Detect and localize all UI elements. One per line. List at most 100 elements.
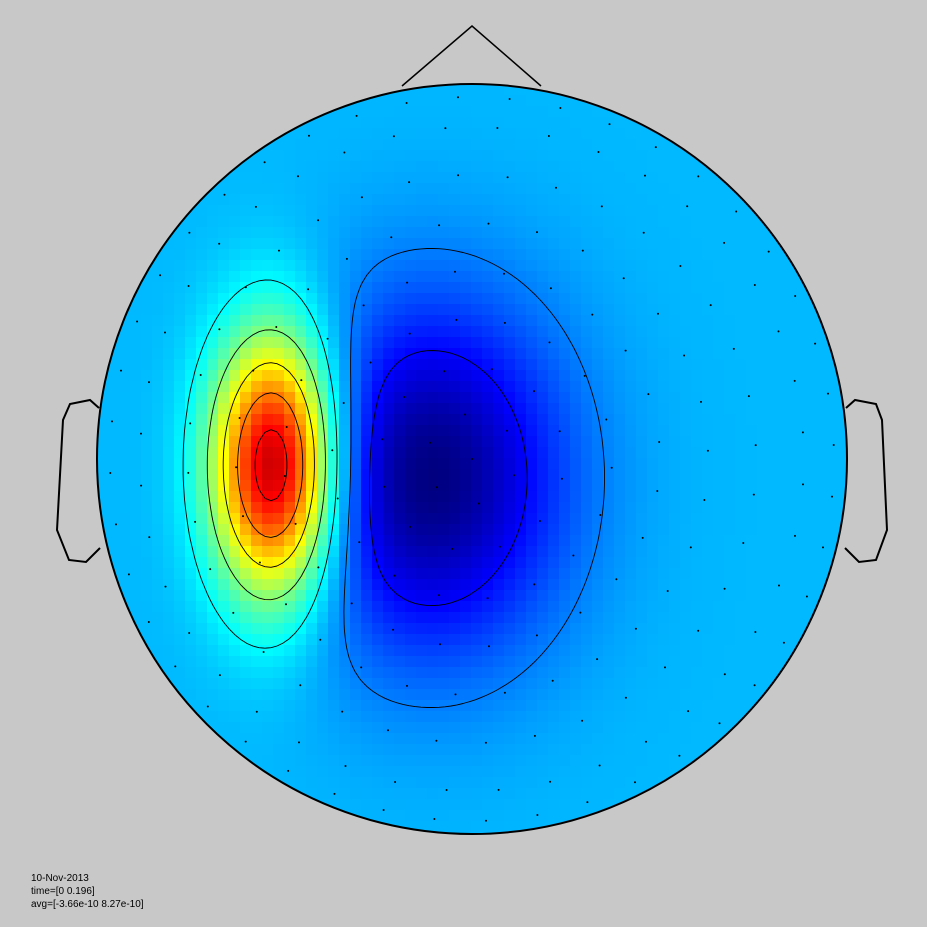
field-cell xyxy=(515,799,527,811)
sensor-marker xyxy=(732,347,735,350)
field-cell xyxy=(427,832,439,834)
field-cell xyxy=(625,293,637,305)
field-cell xyxy=(757,491,769,503)
field-cell xyxy=(449,535,461,547)
field-cell xyxy=(460,447,472,459)
field-cell xyxy=(163,667,175,679)
field-cell xyxy=(196,381,208,393)
field-cell xyxy=(559,139,571,151)
field-cell xyxy=(251,535,263,547)
field-cell xyxy=(185,392,197,404)
field-cell xyxy=(405,425,417,437)
field-cell xyxy=(251,414,263,426)
field-cell xyxy=(361,590,373,602)
field-cell xyxy=(108,458,120,470)
field-cell xyxy=(394,183,406,195)
field-cell xyxy=(636,700,648,712)
field-cell xyxy=(405,535,417,547)
field-cell xyxy=(460,238,472,250)
field-cell xyxy=(163,557,175,569)
field-cell xyxy=(438,579,450,591)
field-cell xyxy=(350,689,362,701)
field-cell xyxy=(196,557,208,569)
sensor-marker xyxy=(287,769,290,772)
field-cell xyxy=(295,425,307,437)
field-cell xyxy=(603,260,615,272)
field-cell xyxy=(383,414,395,426)
field-cell xyxy=(834,337,846,349)
field-cell xyxy=(339,216,351,228)
field-cell xyxy=(537,238,549,250)
field-cell xyxy=(702,183,714,195)
field-cell xyxy=(812,392,824,404)
field-cell xyxy=(108,590,120,602)
field-cell xyxy=(306,447,318,459)
field-cell xyxy=(504,216,516,228)
field-cell xyxy=(647,128,659,140)
field-cell xyxy=(427,722,439,734)
field-cell xyxy=(713,194,725,206)
field-cell xyxy=(713,359,725,371)
field-cell xyxy=(614,513,626,525)
field-cell xyxy=(570,348,582,360)
field-cell xyxy=(317,238,329,250)
field-cell xyxy=(361,535,373,547)
field-cell xyxy=(548,788,560,800)
field-cell xyxy=(570,161,582,173)
field-cell xyxy=(273,348,285,360)
field-cell xyxy=(350,656,362,668)
field-cell xyxy=(295,733,307,745)
field-cell xyxy=(680,249,692,261)
field-cell xyxy=(790,612,802,624)
field-cell xyxy=(207,634,219,646)
field-cell xyxy=(339,491,351,503)
field-cell xyxy=(537,370,549,382)
field-cell xyxy=(460,689,472,701)
field-cell xyxy=(614,788,626,800)
field-cell xyxy=(130,436,142,448)
field-cell xyxy=(240,733,252,745)
field-cell xyxy=(108,546,120,558)
field-cell xyxy=(647,755,659,767)
field-cell xyxy=(614,612,626,624)
field-cell xyxy=(339,678,351,690)
field-cell xyxy=(493,183,505,195)
field-cell xyxy=(614,766,626,778)
field-cell xyxy=(581,612,593,624)
field-cell xyxy=(603,711,615,723)
field-cell xyxy=(537,645,549,657)
field-cell xyxy=(218,326,230,338)
field-cell xyxy=(658,722,670,734)
field-cell xyxy=(757,590,769,602)
field-cell xyxy=(592,623,604,635)
field-cell xyxy=(669,227,681,239)
field-cell xyxy=(482,403,494,415)
field-cell xyxy=(185,348,197,360)
field-cell xyxy=(262,667,274,679)
field-cell xyxy=(669,623,681,635)
field-cell xyxy=(196,700,208,712)
field-cell xyxy=(317,590,329,602)
field-cell xyxy=(504,623,516,635)
field-cell xyxy=(581,370,593,382)
field-cell xyxy=(680,348,692,360)
sensor-marker xyxy=(244,286,247,289)
field-cell xyxy=(592,315,604,327)
field-cell xyxy=(295,722,307,734)
field-cell xyxy=(515,359,527,371)
field-cell xyxy=(240,700,252,712)
field-cell xyxy=(152,392,164,404)
field-cell xyxy=(152,304,164,316)
field-cell xyxy=(504,469,516,481)
field-cell xyxy=(185,502,197,514)
field-cell xyxy=(592,381,604,393)
field-cell xyxy=(339,183,351,195)
field-cell xyxy=(548,601,560,613)
field-cell xyxy=(328,425,340,437)
field-cell xyxy=(284,304,296,316)
field-cell xyxy=(504,689,516,701)
field-cell xyxy=(548,711,560,723)
field-cell xyxy=(361,425,373,437)
field-cell xyxy=(229,590,241,602)
field-cell xyxy=(504,326,516,338)
